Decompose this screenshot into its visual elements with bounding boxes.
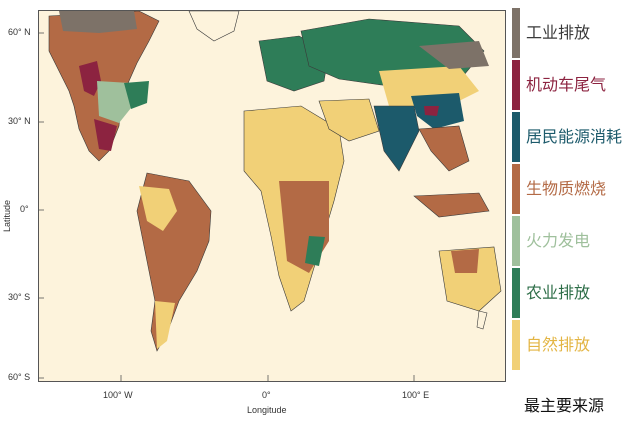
asia-industry bbox=[419, 41, 489, 69]
africa-agri bbox=[305, 236, 325, 266]
legend-item-industry: 工业排放 bbox=[512, 8, 637, 58]
legend-swatch-biomass bbox=[512, 164, 520, 214]
legend-swatch-power bbox=[512, 216, 520, 266]
x-axis-title: Longitude bbox=[247, 405, 287, 415]
legend: 工业排放 机动车尾气 居民能源消耗 生物质燃烧 火力发电 农业排放 自然排放 bbox=[512, 8, 637, 378]
legend-label-vehicle: 机动车尾气 bbox=[526, 75, 607, 94]
legend-label-power: 火力发电 bbox=[526, 231, 591, 250]
legend-swatch-vehicle bbox=[512, 60, 520, 110]
lat-label-30s: 30° S bbox=[8, 292, 31, 302]
y-axis-title: Latitude bbox=[2, 199, 12, 232]
se-asia-biomass bbox=[418, 125, 470, 172]
world-map bbox=[39, 11, 505, 381]
legend-label-natural: 自然排放 bbox=[526, 335, 591, 354]
middle-east-natural bbox=[318, 98, 380, 142]
australia-biomass bbox=[451, 249, 479, 273]
legend-item-biomass: 生物质燃烧 bbox=[512, 164, 637, 214]
indonesia-biomass bbox=[413, 192, 490, 218]
mexico-vehicle bbox=[94, 119, 117, 151]
lat-label-0: 0° bbox=[20, 204, 29, 214]
new-zealand bbox=[476, 310, 488, 330]
arctic-industry bbox=[59, 11, 137, 33]
north-america-vehicle bbox=[79, 61, 101, 96]
india-residential bbox=[373, 105, 420, 172]
north-america-agri bbox=[124, 81, 149, 109]
legend-item-power: 火力发电 bbox=[512, 216, 637, 266]
map-frame bbox=[38, 10, 506, 382]
legend-swatch-agriculture bbox=[512, 268, 520, 318]
legend-item-agriculture: 农业排放 bbox=[512, 268, 637, 318]
greenland bbox=[188, 11, 240, 42]
legend-swatch-residential bbox=[512, 112, 520, 162]
legend-label-industry: 工业排放 bbox=[526, 23, 591, 42]
legend-footer: 最主要来源 bbox=[524, 396, 605, 415]
legend-swatch-industry bbox=[512, 8, 520, 58]
north-america-power bbox=[97, 81, 135, 123]
patagonia-natural bbox=[155, 301, 175, 349]
lat-label-60s: 60° S bbox=[8, 372, 31, 382]
lon-label-0: 0° bbox=[262, 390, 271, 400]
legend-item-natural: 自然排放 bbox=[512, 320, 637, 370]
lon-label-100w: 100° W bbox=[103, 390, 133, 400]
south-america-natural bbox=[139, 186, 177, 231]
lat-label-30n: 30° N bbox=[8, 116, 31, 126]
lon-label-100e: 100° E bbox=[402, 390, 430, 400]
legend-label-agriculture: 农业排放 bbox=[526, 283, 591, 302]
legend-item-vehicle: 机动车尾气 bbox=[512, 60, 637, 110]
lat-label-60n: 60° N bbox=[8, 27, 31, 37]
legend-label-residential: 居民能源消耗 bbox=[526, 127, 623, 146]
antarctica-edge bbox=[39, 373, 505, 381]
legend-label-biomass: 生物质燃烧 bbox=[526, 179, 607, 198]
legend-item-residential: 居民能源消耗 bbox=[512, 112, 637, 162]
legend-swatch-natural bbox=[512, 320, 520, 370]
china-vehicle bbox=[424, 106, 439, 116]
